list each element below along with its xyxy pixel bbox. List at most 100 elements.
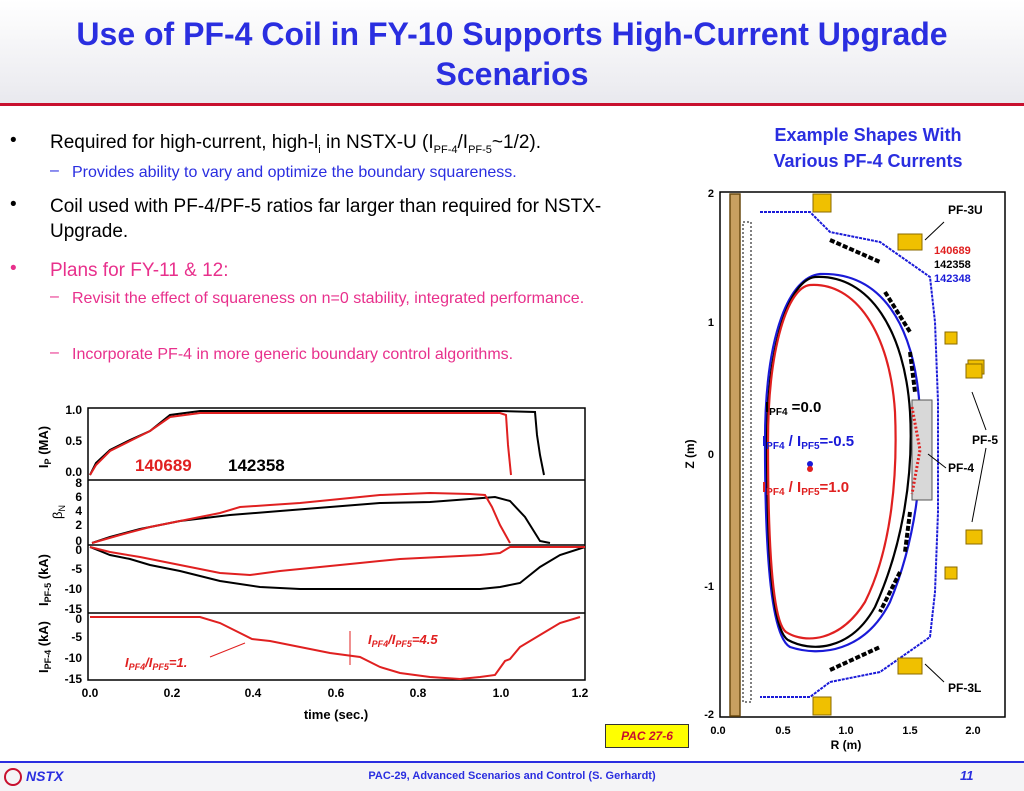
pf-4-coil — [910, 406, 922, 495]
ipf4-ytick: -10 — [65, 651, 83, 665]
ipf4-zero-annotation: IPF4 =0.0 — [765, 399, 821, 418]
slide-title: Use of PF-4 Coil in FY-10 Supports High-… — [0, 14, 1024, 94]
label-pf-5: PF-5 — [972, 433, 998, 447]
title-line-1: Use of PF-4 Coil in FY-10 Supports High-… — [76, 16, 948, 52]
ohmic-coil — [742, 221, 752, 703]
dash: – — [50, 288, 59, 305]
eq-ytick: -1 — [704, 581, 714, 593]
betan-ylabel: βN — [50, 505, 67, 519]
time-xtick: 1.0 — [493, 686, 510, 700]
bullet-dot: • — [10, 194, 17, 215]
eq-ytick: 0 — [708, 449, 714, 461]
eq-legend-142358: 142358 — [934, 259, 971, 271]
ip-ytick: 0.5 — [65, 434, 82, 448]
eq-xtick: 0.5 — [775, 725, 790, 737]
betan-ytick: 8 — [75, 476, 82, 490]
pf-5-arrow — [971, 391, 987, 431]
eq-ytick: 1 — [708, 317, 714, 329]
coil — [812, 193, 832, 213]
eq-legend-140689: 140689 — [934, 245, 971, 257]
page-number: 11 — [960, 768, 974, 783]
plot-frame — [87, 407, 586, 681]
pac-label: PAC 27-6 — [605, 724, 689, 748]
bullet-dot: • — [10, 130, 17, 151]
ipf4-ytick: -15 — [65, 672, 83, 686]
legend-142358: 142358 — [228, 456, 285, 475]
ratio-annotation-1: IPF4/IPF5=1. — [125, 655, 187, 672]
eq-xtick: 0.0 — [710, 725, 725, 737]
eq-ylabel: Z (m) — [683, 439, 697, 468]
passive-plates — [829, 238, 917, 672]
ip-ytick: 1.0 — [65, 403, 82, 417]
ipf4-ytick: -5 — [71, 630, 82, 644]
ipf4-ytick: 0 — [75, 612, 82, 626]
pf-5-arrow — [971, 447, 987, 523]
coil — [944, 566, 958, 580]
eq-ytick: -2 — [704, 709, 714, 721]
dash: – — [50, 162, 59, 179]
eq-xlabel: R (m) — [831, 738, 862, 752]
ipf5-ylabel: IPF-5 (kA) — [36, 554, 53, 606]
time-xtick: 0.0 — [82, 686, 99, 700]
pf-5-upper-coil — [965, 363, 983, 379]
ipf5-trace-140689 — [89, 546, 585, 577]
eq-ytick: 2 — [708, 188, 714, 200]
ipf5-ytick: -15 — [65, 602, 83, 616]
ipf5-ytick: -10 — [65, 582, 83, 596]
ipf4-panel: 0 -5 -10 -15 IPF-4 (kA) IPF4/IPF5=1. IPF… — [36, 612, 581, 686]
betan-ytick: 0 — [75, 534, 82, 548]
time-traces-figure: 1.0 0.5 0.0 IP (MA) 140689 142358 8 6 4 … — [36, 403, 589, 722]
label-pf-3u: PF-3U — [948, 203, 983, 217]
ipf4-arrow — [209, 642, 246, 658]
time-xtick: 0.6 — [328, 686, 345, 700]
bullet-1-text: Required for high-current, high-li in NS… — [50, 132, 542, 156]
coil — [812, 696, 832, 716]
betan-panel: 8 6 4 2 0 βN — [50, 476, 551, 548]
time-xaxis: 0.0 0.2 0.4 0.6 0.8 1.0 1.2 time (sec.) — [82, 686, 589, 722]
ipf4-trace-140689 — [90, 616, 581, 681]
time-xtick: 0.8 — [410, 686, 427, 700]
label-pf-3l: PF-3L — [948, 681, 981, 695]
betan-ytick: 2 — [75, 518, 82, 532]
slide-header — [0, 0, 1024, 106]
eq-xtick: 2.0 — [965, 725, 980, 737]
nstx-logo: NSTX — [4, 765, 63, 787]
boundary-142358 — [765, 275, 912, 648]
pf-5-lower-coil — [965, 529, 983, 545]
ratio-one-annotation: IPF4 / IPF5=1.0 — [762, 479, 849, 498]
time-xtick: 1.2 — [572, 686, 589, 700]
legend-140689: 140689 — [135, 456, 192, 475]
pf-4-arrow — [927, 453, 947, 469]
ip-ytick: 0.0 — [65, 465, 82, 479]
eq-xtick: 1.0 — [838, 725, 853, 737]
boundary-140689 — [766, 283, 897, 640]
time-xlabel: time (sec.) — [304, 707, 368, 722]
pf-coils — [812, 193, 985, 716]
equilibrium-figure: 2 1 0 -1 -2 Z (m) 0.0 0.5 1.0 1.5 2.0 R … — [683, 188, 1006, 752]
pf-4-coil-region — [911, 399, 933, 501]
pf-3l-coil — [897, 657, 923, 675]
ip-ylabel: IP (MA) — [36, 426, 53, 468]
footer — [0, 761, 1024, 791]
footer-center-text: PAC-29, Advanced Scenarios and Control (… — [368, 770, 656, 782]
axis-marker — [807, 461, 813, 467]
equilibrium-title: Example Shapes With Various PF-4 Current… — [773, 125, 963, 171]
dash: – — [50, 344, 59, 361]
pf-3l-arrow — [924, 663, 945, 683]
nstx-logo-icon — [4, 768, 22, 787]
ipf5-trace-142358 — [89, 546, 586, 590]
title-line-2: Scenarios — [435, 56, 589, 92]
ip-trace-140689 — [89, 412, 512, 476]
center-column — [729, 193, 741, 717]
bullet-dot: • — [10, 258, 17, 279]
axis-marker — [807, 466, 813, 472]
time-xtick: 0.4 — [245, 686, 262, 700]
ipf5-ytick: -5 — [71, 562, 82, 576]
eq-legend-142348: 142348 — [934, 273, 971, 285]
ipf5-panel: 0 -5 -10 -15 IPF-5 (kA) — [36, 543, 586, 616]
betan-trace-140689 — [91, 491, 511, 544]
ipf4-ylabel: IPF-4 (kA) — [36, 621, 53, 673]
ipf5-ytick: 0 — [75, 543, 82, 557]
vessel-wall — [760, 211, 939, 698]
time-xtick: 0.2 — [164, 686, 181, 700]
